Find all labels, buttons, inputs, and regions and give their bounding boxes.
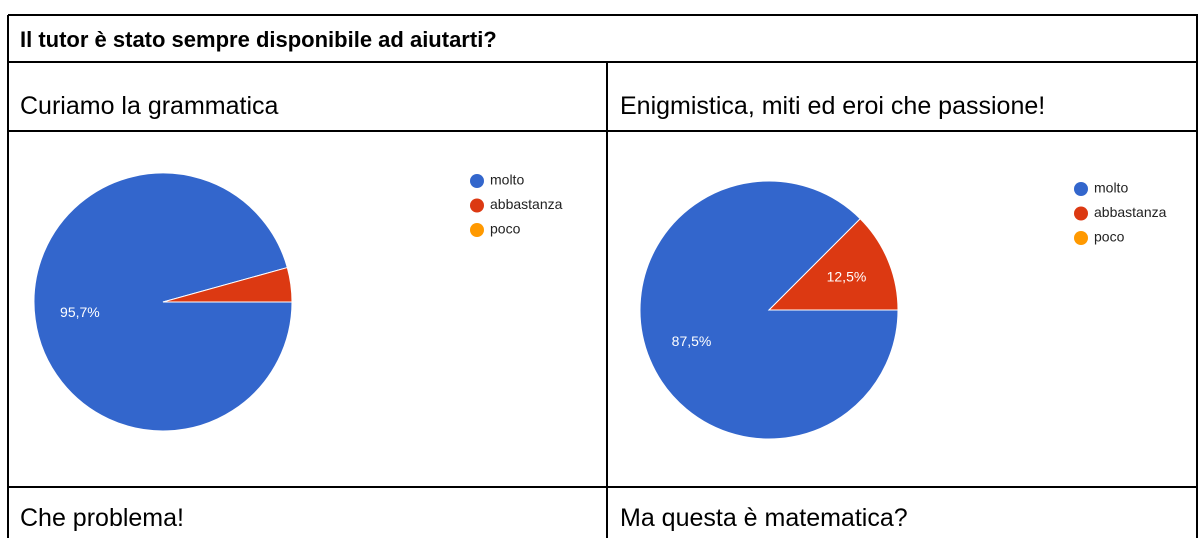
pie-slice <box>767 218 899 311</box>
legend-label: abbastanza <box>1094 204 1167 220</box>
slice-label: 95,7% <box>60 304 100 320</box>
legend-swatch <box>1074 206 1088 221</box>
legend-label: molto <box>490 172 524 188</box>
legend-label: abbastanza <box>490 196 563 212</box>
footer: Ma questa è matematica? <box>620 504 908 532</box>
legend-label: poco <box>490 221 521 237</box>
legend-label: poco <box>1094 229 1125 245</box>
footer: Che problema! <box>20 504 184 532</box>
header: Curiamo la grammatica <box>20 92 279 120</box>
legend-swatch <box>470 174 484 188</box>
legend-label: molto <box>1094 180 1128 196</box>
legend-swatch <box>1074 231 1088 245</box>
pie-slice <box>162 266 293 303</box>
header: Enigmistica, miti ed eroi che passione! <box>620 92 1045 120</box>
legend-swatch <box>470 223 484 237</box>
table-grid <box>7 14 1198 538</box>
slice-label: 12,5% <box>827 269 867 285</box>
title: Il tutor è stato sempre disponibile ad a… <box>20 27 497 52</box>
legend-swatch <box>470 198 484 213</box>
legend-swatch <box>1074 182 1088 196</box>
slice-label: 87,5% <box>672 333 712 349</box>
